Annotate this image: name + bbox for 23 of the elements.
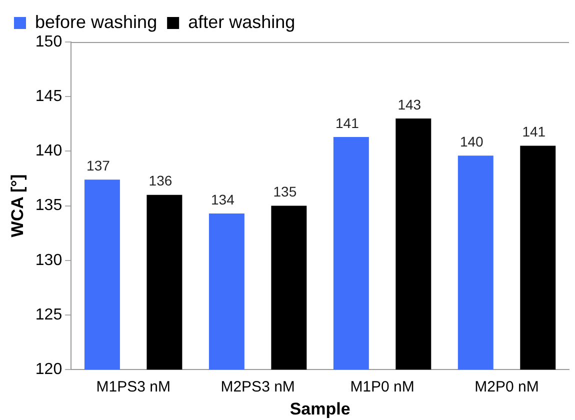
x-tick-label: M1P0 nM (350, 378, 414, 396)
data-label: 140 (460, 133, 484, 150)
y-axis-title: WCA [°] (8, 174, 27, 238)
y-tick-label: 130 (35, 252, 62, 269)
y-tick-label: 140 (35, 142, 62, 160)
legend-label: before washing (35, 12, 158, 32)
legend-label: after washing (188, 12, 296, 32)
y-tick-label: 135 (35, 197, 62, 214)
x-tick-label: M2P0 nM (474, 378, 539, 396)
data-label: 134 (211, 191, 235, 208)
data-label: 141 (522, 124, 546, 140)
y-tick-label: 120 (35, 361, 62, 378)
data-label: 135 (273, 184, 297, 200)
x-tick-label: M2PS3 nM (220, 378, 295, 396)
x-axis-title: Sample (290, 399, 350, 418)
data-label: 137 (86, 157, 110, 174)
data-label: 143 (398, 96, 422, 112)
data-label: 136 (148, 172, 172, 189)
x-tick-label: M1PS3 nM (96, 378, 170, 396)
y-tick-label: 150 (35, 33, 62, 50)
data-label: 141 (335, 114, 360, 131)
y-tick-label: 145 (35, 88, 62, 106)
y-tick-label: 125 (35, 306, 62, 324)
